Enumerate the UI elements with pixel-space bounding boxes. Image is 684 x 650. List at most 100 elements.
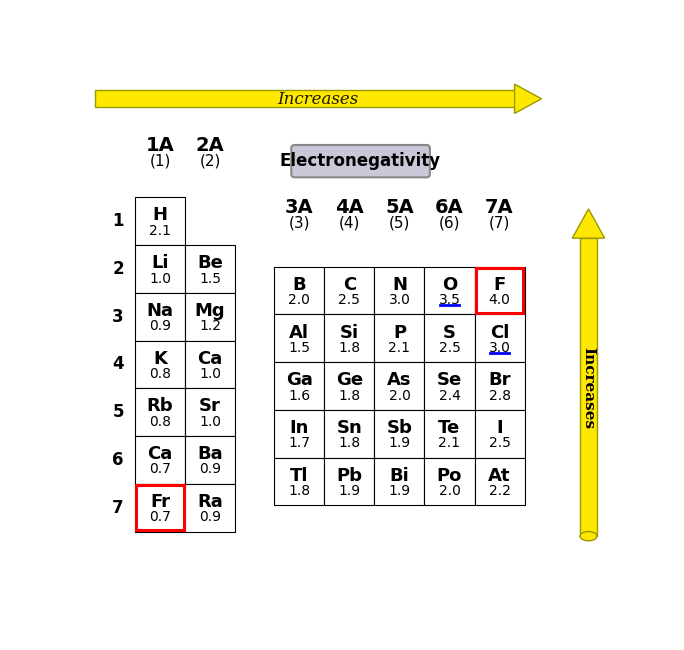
Bar xyxy=(374,458,425,505)
Bar xyxy=(475,268,523,313)
Text: S: S xyxy=(443,324,456,341)
Text: 6: 6 xyxy=(112,451,124,469)
Bar xyxy=(425,315,475,362)
Text: O: O xyxy=(442,276,457,294)
Text: 0.7: 0.7 xyxy=(149,510,171,524)
Text: 2.0: 2.0 xyxy=(289,293,311,307)
Bar xyxy=(135,293,185,341)
Text: 0.9: 0.9 xyxy=(199,462,221,476)
Text: 4A: 4A xyxy=(335,198,364,217)
FancyBboxPatch shape xyxy=(291,145,430,177)
Text: 1.2: 1.2 xyxy=(199,319,221,333)
Text: Ca: Ca xyxy=(198,350,223,368)
Bar xyxy=(324,362,374,410)
Text: 3.0: 3.0 xyxy=(488,341,510,355)
Text: 3.5: 3.5 xyxy=(438,293,460,307)
Text: 1.0: 1.0 xyxy=(199,367,221,381)
Polygon shape xyxy=(95,90,514,107)
Bar xyxy=(274,315,324,362)
Text: 2: 2 xyxy=(112,260,124,278)
Bar xyxy=(136,485,184,530)
Bar xyxy=(135,341,185,388)
Bar xyxy=(374,362,425,410)
Text: 3A: 3A xyxy=(285,198,314,217)
Bar xyxy=(475,315,525,362)
Text: Ra: Ra xyxy=(197,493,223,511)
Bar xyxy=(135,245,185,293)
Text: 0.8: 0.8 xyxy=(149,367,171,381)
Bar xyxy=(135,198,185,245)
Text: Te: Te xyxy=(438,419,460,437)
Text: 1.0: 1.0 xyxy=(149,272,171,285)
Bar xyxy=(425,362,475,410)
Text: Po: Po xyxy=(437,467,462,485)
Text: 2.2: 2.2 xyxy=(488,484,510,498)
Bar xyxy=(324,410,374,458)
Text: (7): (7) xyxy=(489,215,510,230)
Bar xyxy=(475,266,525,315)
Text: 0.8: 0.8 xyxy=(149,415,171,429)
Bar xyxy=(185,341,235,388)
Text: Sr: Sr xyxy=(199,397,221,415)
Bar xyxy=(185,388,235,436)
Text: Sb: Sb xyxy=(386,419,412,437)
Text: K: K xyxy=(153,350,167,368)
Text: 1: 1 xyxy=(112,212,124,230)
Text: Sn: Sn xyxy=(337,419,363,437)
Text: 1.9: 1.9 xyxy=(389,436,410,450)
Text: 2A: 2A xyxy=(196,136,224,155)
Bar xyxy=(274,458,324,505)
Text: Ge: Ge xyxy=(336,371,363,389)
Text: F: F xyxy=(493,276,505,294)
Text: 2.1: 2.1 xyxy=(389,341,410,355)
Text: 1.8: 1.8 xyxy=(339,341,360,355)
Text: 2.1: 2.1 xyxy=(438,436,460,450)
Text: 4: 4 xyxy=(112,356,124,374)
Text: 2.5: 2.5 xyxy=(339,293,360,307)
Text: 2.5: 2.5 xyxy=(488,436,510,450)
Bar xyxy=(135,484,185,532)
Text: Na: Na xyxy=(146,302,174,320)
Text: 6A: 6A xyxy=(435,198,464,217)
Text: As: As xyxy=(387,371,412,389)
Bar xyxy=(185,245,235,293)
Text: 2.8: 2.8 xyxy=(488,389,510,402)
Text: Bi: Bi xyxy=(390,467,409,485)
Bar xyxy=(475,458,525,505)
Polygon shape xyxy=(580,238,597,536)
Text: Fr: Fr xyxy=(150,493,170,511)
Ellipse shape xyxy=(580,532,597,541)
Text: 1.5: 1.5 xyxy=(289,341,311,355)
Polygon shape xyxy=(573,209,605,238)
Text: (2): (2) xyxy=(199,153,221,168)
Text: H: H xyxy=(153,207,168,224)
Text: Tl: Tl xyxy=(290,467,308,485)
Text: 2.1: 2.1 xyxy=(149,224,171,238)
Text: 1.8: 1.8 xyxy=(339,436,360,450)
Text: 4.0: 4.0 xyxy=(488,293,510,307)
Bar xyxy=(425,458,475,505)
Bar xyxy=(135,388,185,436)
Bar xyxy=(324,266,374,315)
Text: Ga: Ga xyxy=(286,371,313,389)
Bar xyxy=(274,362,324,410)
Text: 1.5: 1.5 xyxy=(199,272,221,285)
Text: Br: Br xyxy=(488,371,511,389)
Text: 2.5: 2.5 xyxy=(438,341,460,355)
Text: B: B xyxy=(293,276,306,294)
Text: Electronegativity: Electronegativity xyxy=(280,152,441,170)
Bar xyxy=(274,266,324,315)
Text: 1A: 1A xyxy=(146,136,174,155)
Text: Increases: Increases xyxy=(581,347,596,429)
Text: 5A: 5A xyxy=(385,198,414,217)
Text: 2.0: 2.0 xyxy=(438,484,460,498)
Text: Al: Al xyxy=(289,324,309,341)
Text: 1.8: 1.8 xyxy=(339,389,360,402)
Bar xyxy=(425,266,475,315)
Bar xyxy=(475,362,525,410)
Bar xyxy=(185,293,235,341)
Text: 0.9: 0.9 xyxy=(199,510,221,524)
Text: (3): (3) xyxy=(289,215,310,230)
Text: I: I xyxy=(496,419,503,437)
Text: Cl: Cl xyxy=(490,324,509,341)
